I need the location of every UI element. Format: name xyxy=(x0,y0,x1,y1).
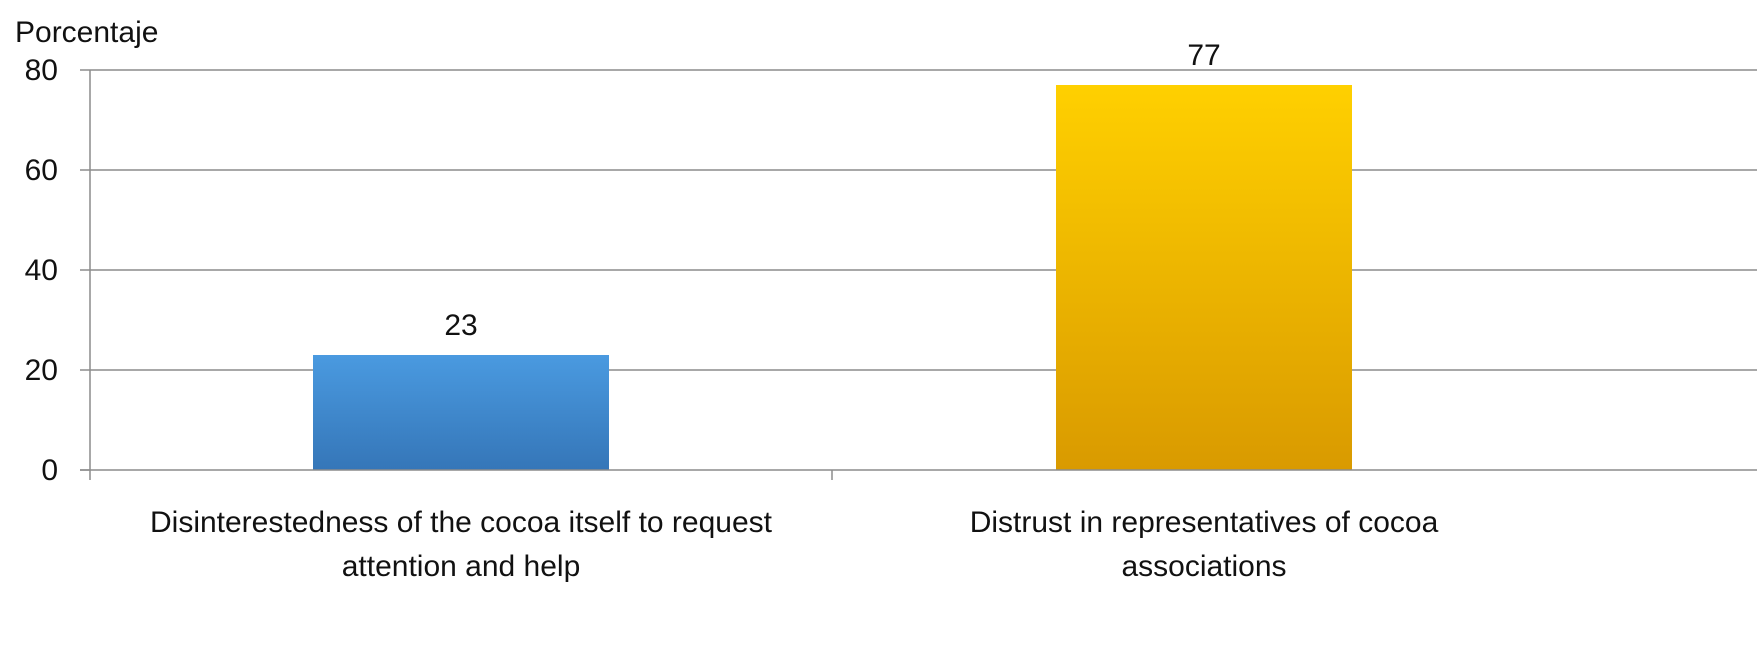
y-axis-title: Porcentaje xyxy=(15,16,158,49)
y-tick-label: 80 xyxy=(25,54,58,87)
category-label: Distrust in representatives of cocoa xyxy=(970,506,1439,539)
data-label: 77 xyxy=(1187,39,1220,72)
bar-1 xyxy=(313,355,609,470)
bar-2 xyxy=(1056,85,1352,470)
axes xyxy=(80,70,1757,480)
data-labels: 23 77 xyxy=(444,39,1220,342)
y-tick-label: 60 xyxy=(25,154,58,187)
y-axis-ticks: 0 20 40 60 80 xyxy=(25,54,90,487)
category-label: attention and help xyxy=(342,550,581,583)
y-tick-label: 20 xyxy=(25,354,58,387)
x-axis-category-labels: Disinterestedness of the cocoa itself to… xyxy=(150,506,1439,583)
category-label: Disinterestedness of the cocoa itself to… xyxy=(150,506,773,539)
data-label: 23 xyxy=(444,309,477,342)
bars xyxy=(313,85,1352,470)
category-label: associations xyxy=(1121,550,1286,583)
gridlines xyxy=(90,69,1757,371)
y-tick-label: 0 xyxy=(41,454,58,487)
y-tick-label: 40 xyxy=(25,254,58,287)
